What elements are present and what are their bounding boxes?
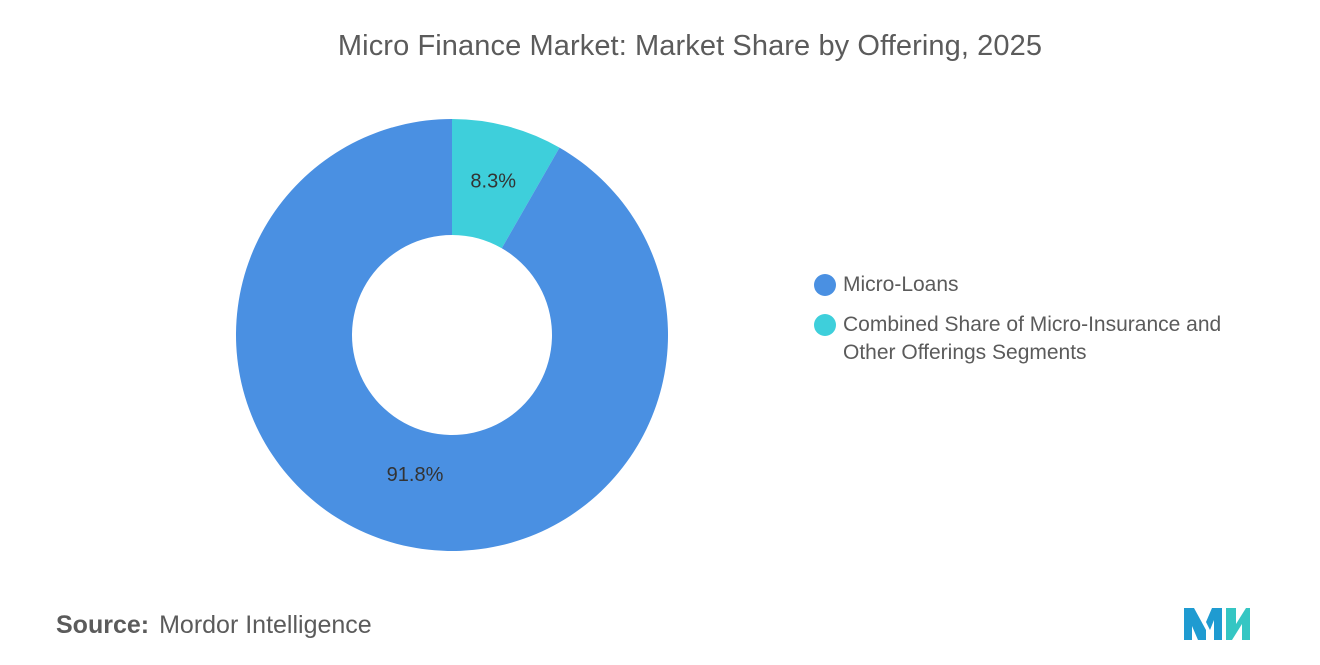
source-value: Mordor Intelligence xyxy=(159,611,372,639)
legend-swatch-micro-insurance-and-other xyxy=(814,314,836,336)
chart-title: Micro Finance Market: Market Share by Of… xyxy=(337,30,1043,62)
source-note: Source: Mordor Intelligence xyxy=(56,611,372,640)
legend-item-micro-loans: Micro-Loans xyxy=(814,271,1274,299)
donut-slice-labels: 8.3% 91.8% xyxy=(387,170,517,486)
legend-label-micro-insurance-and-other: Combined Share of Micro-Insurance and Ot… xyxy=(843,313,1222,364)
mordor-intelligence-logo-icon xyxy=(1184,608,1250,640)
legend-label-micro-loans: Micro-Loans xyxy=(843,273,959,296)
legend-swatch-micro-loans xyxy=(814,274,836,296)
source-key: Source: xyxy=(56,611,150,639)
slice-label-micro-insurance-and-other: 8.3% xyxy=(470,170,516,192)
chart-legend: Micro-Loans Combined Share of Micro-Insu… xyxy=(814,271,1274,379)
legend-item-micro-insurance-and-other: Combined Share of Micro-Insurance and Ot… xyxy=(814,311,1274,367)
slice-micro-insurance-and-other xyxy=(452,119,560,249)
slice-label-micro-loans: 91.8% xyxy=(387,464,444,486)
donut-slices xyxy=(235,119,668,551)
slice-micro-loans xyxy=(235,119,668,551)
